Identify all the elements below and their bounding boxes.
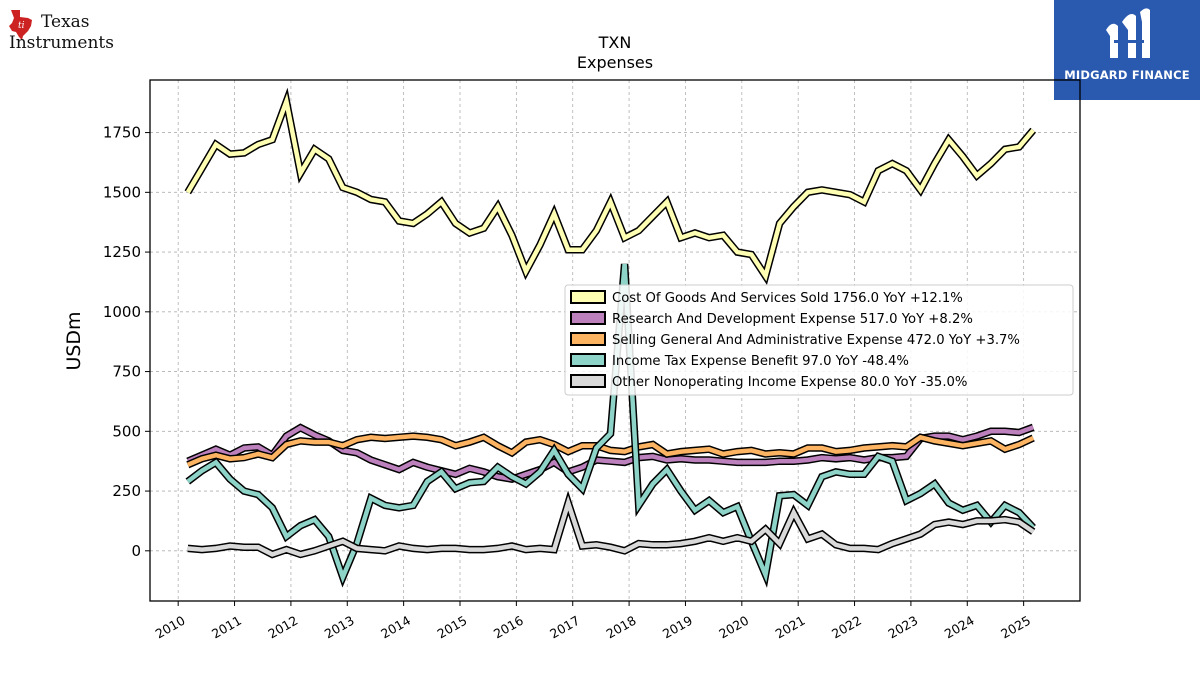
legend-box [564,284,1074,396]
y-tick-label: 750 [112,363,141,381]
legend-swatch [570,353,606,367]
series-outline [184,87,1037,286]
y-tick-label: 1000 [103,303,141,321]
x-tick-label: 2021 [773,613,808,642]
x-tick-label: 2012 [265,613,300,642]
x-tick-label: 2025 [998,613,1033,642]
plot-area-frame [149,79,1081,602]
series-line [185,93,1035,282]
legend-entry: Cost Of Goods And Services Sold 1756.0 Y… [612,291,963,306]
legend-swatch [570,374,606,388]
ti-logo-line1: Texas [41,12,90,32]
x-tick-label: 2017 [547,613,582,642]
y-tick-label: 1250 [103,243,141,261]
x-tick-label: 2020 [716,613,751,642]
x-tick-label: 2018 [604,613,639,642]
x-tick-label: 2022 [829,613,864,642]
series-lines [184,87,1037,588]
y-tick-label: 1750 [103,124,141,142]
legend-entry: Selling General And Administrative Expen… [612,333,1020,348]
x-tick-label: 2010 [153,613,188,642]
series-line [186,263,1035,584]
series-line [187,495,1035,557]
midgard-finance-logo: MIDGARD FINANCE [1054,0,1200,100]
midgard-finance-wordmark: MIDGARD FINANCE [1064,68,1190,82]
x-tick-label: 2024 [942,613,977,642]
x-tick-label: 2019 [660,613,695,642]
svg-text:ti: ti [18,21,25,31]
y-tick-label: 0 [131,542,141,560]
chart-subtitle: Expenses [577,53,653,72]
texas-instruments-logo: ti Texas Instruments [9,10,114,53]
y-tick-label: 500 [112,422,141,440]
ti-logo-line2: Instruments [9,33,114,53]
y-axis-label: USDm [63,311,85,370]
x-tick-label: 2016 [491,613,526,642]
series-line [186,433,1035,467]
legend-swatch [570,311,606,325]
legend-entry: Research And Development Expense 517.0 Y… [612,312,973,327]
x-tick-label: 2011 [209,613,244,642]
chart-title: TXN [598,33,632,52]
y-tick-label: 250 [112,482,141,500]
legend: Cost Of Goods And Services Sold 1756.0 Y… [564,284,1074,396]
legend-swatch [570,290,606,304]
x-tick-label: 2014 [378,613,413,642]
legend-entry: Income Tax Expense Benefit 97.0 YoY -48.… [612,354,909,369]
x-tick-label: 2013 [322,613,357,642]
texas-state-icon [9,10,32,40]
legend-swatch [570,332,606,346]
x-tick-label: 2023 [885,613,920,642]
legend-entry: Other Nonoperating Income Expense 80.0 Y… [612,375,967,390]
y-tick-label: 1500 [103,183,141,201]
x-tick-label: 2015 [434,613,469,642]
midgard-emblem-icon [1106,8,1150,58]
